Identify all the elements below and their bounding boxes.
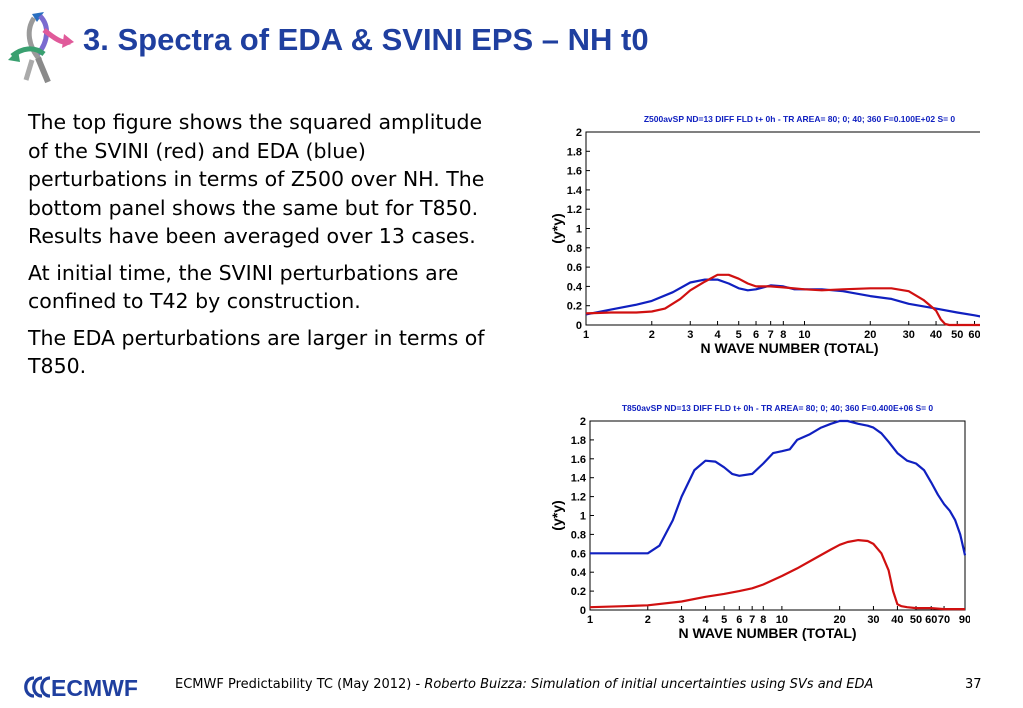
x-tick-label: 7 [768, 329, 774, 341]
y-tick-label: 1 [576, 224, 582, 236]
x-tick-label: 1 [587, 614, 593, 626]
y-axis-label: (y*y) [549, 500, 565, 530]
y-tick-label: 1.6 [567, 166, 582, 178]
eda-series-line [590, 419, 967, 556]
y-tick-label: 1.6 [571, 454, 586, 466]
plot-frame [585, 131, 980, 326]
y-tick-label: 1.8 [571, 435, 586, 447]
x-tick-label: 60 [968, 329, 980, 341]
y-tick-label: 0.4 [567, 281, 583, 293]
x-tick-label: 10 [798, 329, 810, 341]
x-tick-label: 20 [864, 329, 876, 341]
y-tick-label: 1.4 [571, 473, 587, 485]
footer-event: ECMWF Predictability TC (May 2012) - [175, 677, 421, 692]
chart-title: Z500avSP ND=13 DIFF FLD t+ 0h - TR AREA=… [644, 114, 956, 124]
y-tick-label: 0 [576, 320, 582, 332]
x-tick-label: 40 [891, 614, 903, 626]
x-tick-label: 40 [930, 329, 942, 341]
y-tick-label: 1.4 [567, 185, 583, 197]
x-tick-label: 2 [645, 614, 651, 626]
y-tick-label: 2 [576, 127, 582, 139]
paragraph-eda-note: The EDA perturbations are larger in term… [28, 325, 485, 379]
svini-series-line [585, 273, 980, 327]
y-tick-label: 2 [580, 416, 586, 428]
y-tick-label: 0 [580, 605, 586, 617]
y-tick-label: 0.2 [571, 586, 586, 598]
x-tick-label: 5 [736, 329, 742, 341]
x-tick-label: 30 [867, 614, 879, 626]
x-tick-label: 4 [714, 329, 721, 341]
x-axis-label: N WAVE NUMBER (TOTAL) [678, 625, 856, 641]
x-tick-label: 90 [959, 614, 970, 626]
y-tick-label: 0.6 [567, 262, 582, 274]
chart-title: T850avSP ND=13 DIFF FLD t+ 0h - TR AREA=… [622, 403, 934, 413]
x-tick-label: 60 [925, 614, 937, 626]
slide-title: 3. Spectra of EDA & SVINI EPS – NH t0 [83, 22, 649, 57]
x-tick-label: 7 [749, 614, 755, 626]
slide-body: The top figure shows the squared amplitu… [28, 108, 498, 389]
x-axis-label: N WAVE NUMBER (TOTAL) [700, 340, 878, 356]
ecmwf-wordmark-text: ECMWF [51, 675, 138, 700]
y-tick-label: 0.6 [571, 548, 586, 560]
x-tick-label: 1 [583, 329, 589, 341]
footer-citation: ECMWF Predictability TC (May 2012) - Rob… [175, 677, 873, 692]
x-tick-label: 10 [776, 614, 788, 626]
ecmwf-wordmark-icon: ECMWF [20, 674, 148, 701]
x-tick-label: 8 [780, 329, 786, 341]
paragraph-description: The top figure shows the squared amplitu… [28, 110, 485, 248]
x-tick-label: 50 [910, 614, 922, 626]
x-tick-label: 3 [687, 329, 693, 341]
x-tick-label: 30 [903, 329, 915, 341]
y-tick-label: 0.8 [571, 529, 586, 541]
y-tick-label: 1.8 [567, 146, 582, 158]
y-tick-label: 0.4 [571, 567, 587, 579]
t850-spectrum-chart: T850avSP ND=13 DIFF FLD t+ 0h - TR AREA=… [540, 396, 970, 646]
y-tick-label: 1.2 [571, 492, 586, 504]
y-tick-label: 1 [580, 511, 586, 523]
y-tick-label: 0.8 [567, 243, 582, 255]
eda-series-line [585, 278, 980, 318]
x-tick-label: 4 [702, 614, 709, 626]
footer-author: Roberto Buizza: Simulation of initial un… [424, 677, 874, 692]
x-tick-label: 5 [721, 614, 727, 626]
x-tick-label: 8 [760, 614, 766, 626]
plot-frame [589, 420, 966, 611]
y-axis-label: (y*y) [549, 213, 565, 243]
x-tick-label: 3 [678, 614, 684, 626]
x-tick-label: 2 [649, 329, 655, 341]
z500-spectrum-chart: Z500avSP ND=13 DIFF FLD t+ 0h - TR AREA=… [540, 104, 980, 366]
x-tick-label: 50 [951, 329, 963, 341]
x-tick-label: 70 [938, 614, 950, 626]
ecmwf-arrows-logo-icon [4, 8, 76, 86]
x-tick-label: 20 [834, 614, 846, 626]
x-tick-label: 6 [753, 329, 759, 341]
y-tick-label: 0.2 [567, 301, 582, 313]
paragraph-svini-note: At initial time, the SVINI perturbations… [28, 260, 459, 314]
x-tick-label: 6 [736, 614, 742, 626]
svini-series-line [589, 539, 965, 611]
page-number: 37 [965, 677, 982, 692]
y-tick-label: 1.2 [567, 204, 582, 216]
